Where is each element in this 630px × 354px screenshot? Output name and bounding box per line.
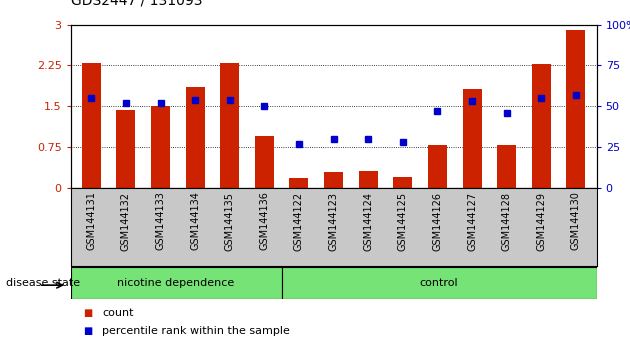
Text: GSM144129: GSM144129	[536, 192, 546, 251]
Bar	[566, 30, 585, 188]
Bar	[220, 63, 239, 188]
Text: disease state: disease state	[6, 278, 81, 288]
Text: count: count	[102, 308, 134, 318]
Bar	[117, 110, 135, 188]
Bar	[151, 106, 170, 188]
Text: GDS2447 / 131093: GDS2447 / 131093	[71, 0, 202, 7]
Text: GSM144128: GSM144128	[501, 192, 512, 251]
Text: GSM144124: GSM144124	[363, 192, 373, 251]
Text: GSM144126: GSM144126	[432, 192, 442, 251]
Bar	[358, 171, 378, 188]
Bar	[497, 145, 516, 188]
Text: GSM144125: GSM144125	[398, 192, 408, 251]
Bar	[255, 136, 274, 188]
Text: GSM144136: GSM144136	[260, 192, 270, 250]
Bar	[71, 267, 282, 299]
Text: GSM144133: GSM144133	[156, 192, 166, 250]
Text: GSM144135: GSM144135	[225, 192, 235, 251]
Bar	[428, 145, 447, 188]
Bar	[324, 172, 343, 188]
Bar	[532, 64, 551, 188]
Text: GSM144127: GSM144127	[467, 192, 477, 251]
Text: GSM144122: GSM144122	[294, 192, 304, 251]
Text: nicotine dependence: nicotine dependence	[117, 278, 235, 288]
Bar	[186, 87, 205, 188]
Text: GSM144132: GSM144132	[121, 192, 131, 251]
Bar	[282, 267, 597, 299]
Bar	[82, 63, 101, 188]
Text: ■: ■	[83, 308, 93, 318]
Text: GSM144131: GSM144131	[86, 192, 96, 250]
Bar	[289, 178, 309, 188]
Text: GSM144134: GSM144134	[190, 192, 200, 250]
Text: control: control	[420, 278, 459, 288]
Text: percentile rank within the sample: percentile rank within the sample	[102, 326, 290, 336]
Text: ■: ■	[83, 326, 93, 336]
Bar	[462, 89, 481, 188]
Bar	[393, 177, 412, 188]
Text: GSM144123: GSM144123	[329, 192, 338, 251]
Text: GSM144130: GSM144130	[571, 192, 581, 250]
